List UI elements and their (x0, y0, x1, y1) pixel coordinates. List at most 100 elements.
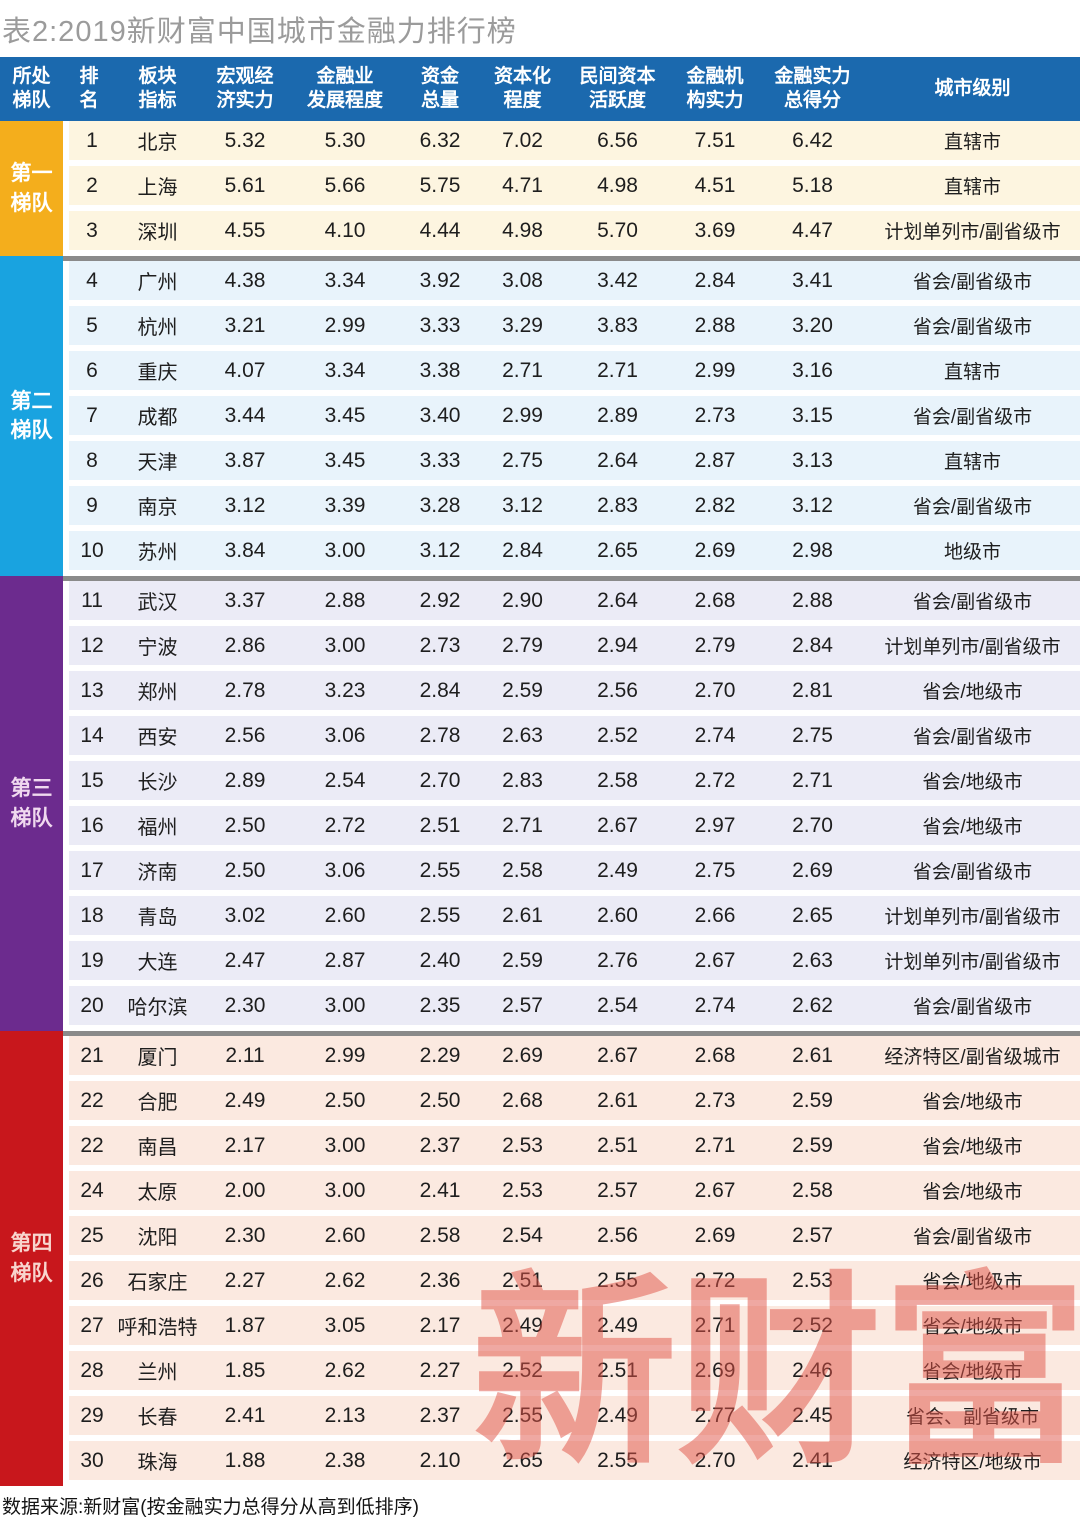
cell-v1: 3.21 (224, 313, 266, 337)
cell-v5: 2.51 (597, 1133, 638, 1157)
cell-v1: 2.30 (224, 1223, 266, 1247)
table-row-rank-3-深圳: 3 深圳 4.55 4.10 4.44 4.98 5.70 3.69 4.47 计划单列市/副省级… (69, 211, 1080, 250)
cell-v7: 2.58 (792, 1178, 833, 1202)
cell-level: 省会/副省级市 (912, 727, 1033, 748)
cell-v5: 4.98 (597, 173, 638, 197)
cell-v1: 2.41 (224, 1403, 266, 1427)
cell-rank: 30 (80, 1448, 104, 1472)
cell-v3: 2.92 (419, 588, 461, 612)
cell-city: 南京 (137, 497, 178, 519)
cell-v6: 2.84 (694, 268, 736, 292)
table-row-rank-21-厦门: 21 厦门 2.11 2.99 2.29 2.69 2.67 2.68 2.61 经济特区/副省级… (69, 1036, 1080, 1075)
cell-v6: 2.73 (694, 403, 736, 427)
table-row-rank-22-南昌: 22 南昌 2.17 3.00 2.37 2.53 2.51 2.71 2.59 省会/地级市 (69, 1126, 1080, 1165)
cell-city: 沈阳 (137, 1227, 178, 1249)
cell-rank: 3 (86, 218, 98, 242)
cell-rank: 9 (86, 493, 98, 517)
cell-v6: 2.75 (694, 858, 736, 882)
cell-v4: 4.71 (502, 173, 543, 197)
cell-rank: 19 (80, 948, 104, 972)
cell-v5: 2.89 (597, 403, 638, 427)
cell-v3: 6.32 (419, 128, 461, 152)
cell-v1: 2.56 (224, 723, 266, 747)
cell-rank: 11 (81, 588, 103, 612)
cell-v7: 2.46 (792, 1358, 833, 1382)
cell-v6: 2.71 (694, 1133, 736, 1157)
tier-rows-4: 21 厦门 2.11 2.99 2.29 2.69 2.67 2.68 2.61 经济特区/副省级… (63, 1031, 1080, 1486)
cell-v7: 2.53 (792, 1268, 833, 1292)
tier-section-1: 第一 梯队 1 北京 5.32 5.30 6.32 7.02 6.56 7.51 6.42 直辖市 2… (0, 121, 1080, 256)
cell-v6: 2.72 (694, 768, 736, 792)
cell-v2: 3.00 (324, 538, 366, 562)
column-header-rank: 排 名 (79, 66, 99, 111)
cell-v4: 2.57 (502, 993, 543, 1017)
tier-rows-1: 1 北京 5.32 5.30 6.32 7.02 6.56 7.51 6.42 直辖市 2 上海 5.6… (63, 121, 1080, 256)
cell-level: 直辖市 (943, 132, 1001, 153)
cell-rank: 25 (80, 1223, 104, 1247)
data-source-note: 数据来源:新财富(按金融实力总得分从高到低排序) (2, 1497, 419, 1518)
cell-v3: 2.37 (419, 1133, 461, 1157)
cell-city: 呼和浩特 (117, 1317, 198, 1339)
cell-rank: 7 (86, 403, 98, 427)
cell-v3: 3.38 (419, 358, 461, 382)
cell-v1: 2.49 (224, 1088, 266, 1112)
cell-v6: 2.73 (694, 1088, 736, 1112)
cell-v3: 3.28 (419, 493, 461, 517)
cell-v7: 3.13 (792, 448, 833, 472)
cell-v4: 2.59 (502, 948, 543, 972)
cell-v4: 2.55 (502, 1403, 543, 1427)
cell-city: 福州 (137, 817, 178, 839)
cell-v6: 2.74 (694, 723, 736, 747)
cell-level: 省会/副省级市 (912, 317, 1033, 338)
cell-v6: 2.74 (694, 993, 736, 1017)
cell-level: 省会/地级市 (922, 1272, 1023, 1293)
cell-v5: 5.70 (597, 218, 638, 242)
table-row-rank-25-沈阳: 25 沈阳 2.30 2.60 2.58 2.54 2.56 2.69 2.57 省会/副省级市 (69, 1216, 1080, 1255)
table-row-rank-7-成都: 7 成都 3.44 3.45 3.40 2.99 2.89 2.73 3.15 省会/副省级市 (69, 396, 1080, 435)
cell-rank: 8 (86, 448, 98, 472)
cell-city: 青岛 (137, 907, 178, 929)
cell-level: 省会/地级市 (922, 682, 1023, 703)
cell-v2: 3.00 (324, 633, 366, 657)
table-row-rank-29-长春: 29 长春 2.41 2.13 2.37 2.55 2.49 2.77 2.45 省会、副省级市 (69, 1396, 1080, 1435)
cell-city: 南昌 (137, 1137, 178, 1159)
cell-rank: 12 (80, 633, 104, 657)
header-row: 所处 梯队 排 名 板块 指标 宏观经 济实力 金融业 发展程度 资金 总量 资本化 程度民… (0, 57, 1080, 121)
cell-v4: 2.63 (502, 723, 543, 747)
tier-label-3: 第三 梯队 (0, 576, 63, 1031)
cell-v3: 2.55 (419, 903, 461, 927)
cell-city: 天津 (137, 452, 178, 474)
cell-v1: 2.47 (224, 948, 266, 972)
column-header-city: 板块 指标 (138, 66, 177, 111)
cell-v2: 5.66 (324, 173, 366, 197)
column-header-financial-institutions: 金融机 构实力 (686, 66, 744, 111)
tier-section-2: 第二 梯队 4 广州 4.38 3.34 3.92 3.08 3.42 2.84 3.41 省会/副… (0, 256, 1080, 576)
table-row-rank-2-上海: 2 上海 5.61 5.66 5.75 4.71 4.98 4.51 5.18 直辖市 (69, 166, 1080, 205)
cell-v4: 2.71 (502, 358, 543, 382)
cell-v5: 2.76 (597, 948, 638, 972)
cell-v2: 3.05 (324, 1313, 366, 1337)
cell-v5: 2.83 (597, 493, 638, 517)
table-row-rank-20-哈尔滨: 20 哈尔滨 2.30 3.00 2.35 2.57 2.54 2.74 2.62 省会/副省级市 (69, 986, 1080, 1025)
cell-level: 计划单列市/副省级市 (884, 907, 1061, 928)
cell-v2: 3.23 (324, 678, 366, 702)
table-row-rank-28-兰州: 28 兰州 1.85 2.62 2.27 2.52 2.51 2.69 2.46 省会/地级市 (69, 1351, 1080, 1390)
cell-v7: 2.59 (792, 1088, 833, 1112)
table-row-rank-11-武汉: 11 武汉 3.37 2.88 2.92 2.90 2.64 2.68 2.88 省会/副省级市 (69, 581, 1080, 620)
cell-level: 省会/副省级市 (912, 1227, 1033, 1248)
cell-v6: 4.51 (694, 173, 736, 197)
column-header-total-score: 金融实力 总得分 (774, 66, 851, 111)
cell-city: 珠海 (137, 1452, 178, 1474)
table-row-rank-22-合肥: 22 合肥 2.49 2.50 2.50 2.68 2.61 2.73 2.59 省会/地级市 (69, 1081, 1080, 1120)
cell-v3: 5.75 (419, 173, 461, 197)
table-row-rank-19-大连: 19 大连 2.47 2.87 2.40 2.59 2.76 2.67 2.63 计划单列市/副省… (69, 941, 1080, 980)
cell-v1: 1.88 (224, 1448, 266, 1472)
cell-v3: 2.10 (419, 1448, 461, 1472)
cell-rank: 21 (80, 1043, 104, 1067)
cell-rank: 24 (80, 1178, 104, 1202)
cell-level: 计划单列市/副省级市 (884, 952, 1061, 973)
cell-v3: 2.78 (419, 723, 461, 747)
cell-v6: 7.51 (694, 128, 736, 152)
cell-v3: 3.33 (419, 448, 461, 472)
cell-v3: 3.33 (419, 313, 461, 337)
